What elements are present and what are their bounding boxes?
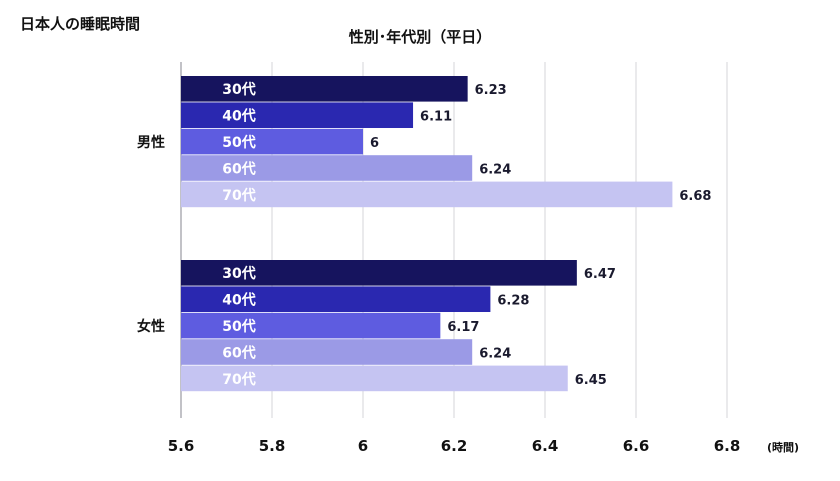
- data-label: 6.17: [447, 320, 479, 335]
- bar: [181, 365, 568, 392]
- data-label: 6.28: [497, 294, 529, 309]
- data-label: 6.24: [479, 346, 511, 361]
- bar: [181, 312, 441, 339]
- bar-series-label: 50代: [222, 134, 255, 151]
- data-label: 6.24: [479, 162, 511, 177]
- bar: [181, 155, 473, 181]
- x-tick-label: 5.6: [168, 437, 195, 455]
- bar-series-label: 30代: [222, 265, 255, 282]
- page-title: 日本人の睡眠時間: [20, 15, 141, 33]
- data-label: 6.23: [475, 83, 507, 98]
- x-axis-unit: (時間): [767, 440, 799, 454]
- bar-series-label: 40代: [222, 108, 255, 125]
- bar-series-label: 40代: [222, 292, 255, 309]
- data-label: 6.68: [679, 189, 711, 204]
- bar-series-label: 70代: [222, 371, 255, 388]
- bar-series-label: 70代: [222, 187, 255, 204]
- group-label: 男性: [137, 134, 165, 151]
- group-label: 女性: [137, 318, 165, 335]
- bar: [181, 102, 414, 128]
- x-tick-label: 6.4: [532, 437, 559, 455]
- bar: [181, 260, 577, 286]
- x-tick-label: 5.8: [259, 437, 286, 455]
- bar: [181, 76, 468, 102]
- bar-series-label: 30代: [222, 81, 255, 98]
- data-label: 6.45: [575, 373, 607, 388]
- chart-title: 性別･年代別（平日）: [348, 28, 492, 46]
- x-tick-label: 6: [358, 437, 368, 455]
- bar: [181, 128, 363, 155]
- data-label: 6: [370, 136, 379, 151]
- bar-series-label: 50代: [222, 318, 255, 335]
- data-label: 6.47: [584, 267, 616, 282]
- data-label: 6.11: [420, 110, 452, 125]
- bar: [181, 339, 473, 365]
- x-tick-label: 6.6: [623, 437, 650, 455]
- bar-series-label: 60代: [222, 160, 255, 177]
- bar-series-label: 60代: [222, 344, 255, 361]
- x-tick-label: 6.2: [441, 437, 468, 455]
- bar: [181, 286, 491, 312]
- x-tick-label: 6.8: [714, 437, 741, 455]
- bar: [181, 181, 673, 208]
